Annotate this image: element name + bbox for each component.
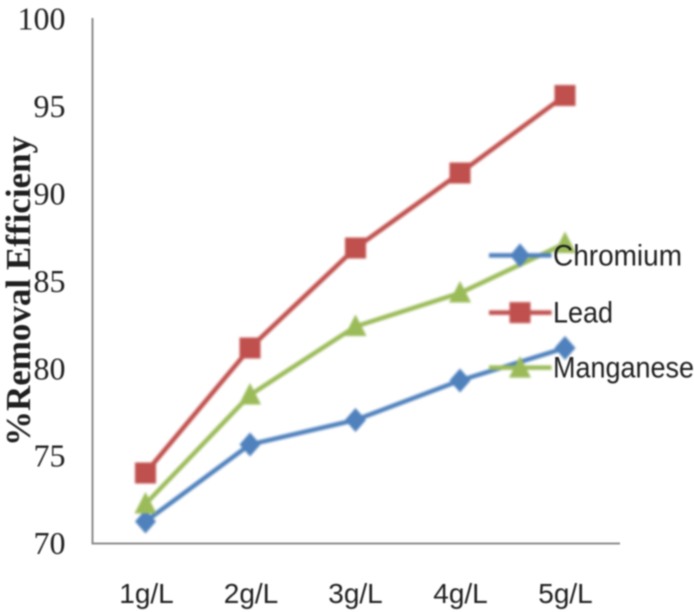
svg-text:90: 90 <box>34 175 66 211</box>
svg-text:85: 85 <box>34 263 66 299</box>
svg-text:95: 95 <box>34 88 66 124</box>
svg-text:4g/L: 4g/L <box>433 578 488 609</box>
svg-text:%Removal Efficieny: %Removal Efficieny <box>0 135 38 446</box>
svg-text:Chromium: Chromium <box>553 240 682 273</box>
svg-text:1g/L: 1g/L <box>119 578 174 609</box>
svg-text:75: 75 <box>34 438 66 474</box>
svg-text:2g/L: 2g/L <box>224 578 279 609</box>
svg-text:Lead: Lead <box>553 297 613 330</box>
svg-text:70: 70 <box>34 525 66 561</box>
svg-text:3g/L: 3g/L <box>328 578 383 609</box>
svg-text:5g/L: 5g/L <box>538 578 593 609</box>
svg-text:80: 80 <box>34 350 66 386</box>
svg-text:100: 100 <box>18 1 66 37</box>
svg-text:Manganese: Manganese <box>553 352 694 385</box>
